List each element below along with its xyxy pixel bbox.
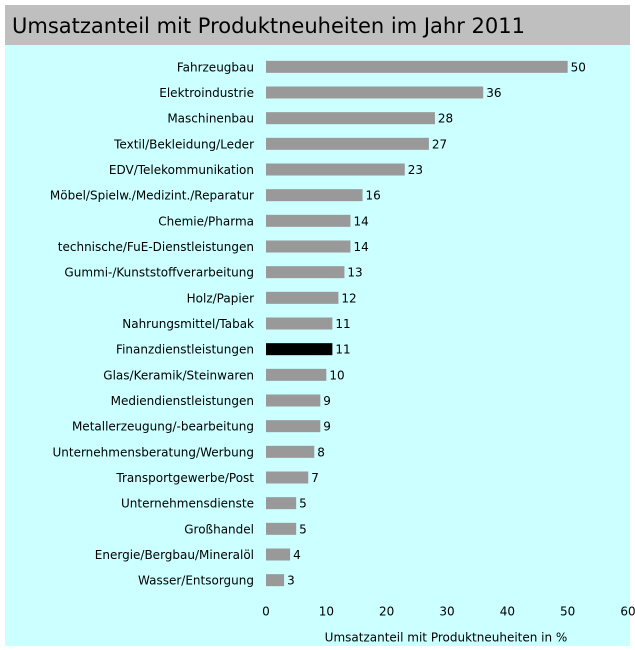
bar — [266, 163, 405, 176]
y-tick-label: Transportgewerbe/Post — [115, 471, 254, 485]
y-tick-label: Elektroindustrie — [159, 86, 254, 100]
y-tick-label: Holz/Papier — [187, 291, 254, 305]
bar — [266, 497, 297, 510]
y-tick-label: Gummi-/Kunststoffverarbeitung — [64, 266, 254, 280]
y-tick-label: Finanzdienstleistungen — [116, 343, 254, 357]
value-label: 9 — [323, 394, 331, 408]
x-tick-label: 30 — [439, 605, 454, 619]
y-tick-label: Unternehmensdienste — [121, 497, 254, 511]
value-label: 4 — [293, 548, 301, 562]
x-tick-label: 60 — [620, 605, 635, 619]
y-tick-label: Energie/Bergbau/Mineralöl — [95, 548, 254, 562]
bar — [266, 548, 291, 561]
value-label: 27 — [432, 137, 447, 151]
value-label: 10 — [329, 368, 344, 382]
y-tick-label: Textil/Bekleidung/Leder — [113, 137, 254, 151]
bar — [266, 317, 333, 330]
value-label: 36 — [486, 86, 501, 100]
bar — [266, 420, 321, 433]
bar — [266, 368, 327, 381]
x-tick-label: 10 — [319, 605, 334, 619]
x-tick-label: 40 — [500, 605, 515, 619]
value-label: 5 — [299, 522, 307, 536]
x-tick-label: 0 — [262, 605, 270, 619]
y-tick-label: EDV/Telekommunikation — [109, 163, 254, 177]
y-tick-label: Nahrungsmittel/Tabak — [122, 317, 254, 331]
y-tick-label: Möbel/Spielw./Medizint./Reparatur — [50, 189, 254, 203]
y-tick-label: Glas/Keramik/Steinwaren — [103, 368, 254, 382]
value-label: 28 — [438, 112, 453, 126]
title-bar — [5, 5, 630, 45]
value-label: 11 — [335, 317, 350, 331]
bar — [266, 471, 309, 484]
bar — [266, 214, 351, 227]
value-label: 11 — [335, 343, 350, 357]
chart-title: Umsatzanteil mit Produktneuheiten im Jah… — [12, 14, 525, 38]
value-label: 8 — [317, 445, 325, 459]
y-tick-label: technische/FuE-Dienstleistungen — [58, 240, 254, 254]
value-label: 5 — [299, 497, 307, 511]
bar — [266, 86, 484, 99]
bar — [266, 60, 568, 73]
value-label: 9 — [323, 420, 331, 434]
y-tick-label: Mediendienstleistungen — [111, 394, 254, 408]
bar — [266, 112, 435, 125]
x-tick-label: 20 — [379, 605, 394, 619]
y-tick-label: Wasser/Entsorgung — [138, 574, 254, 588]
bar — [266, 291, 339, 304]
y-tick-label: Maschinenbau — [167, 112, 254, 126]
bar — [266, 394, 321, 407]
value-label: 12 — [341, 291, 356, 305]
value-label: 3 — [287, 574, 295, 588]
y-tick-label: Fahrzeugbau — [177, 60, 254, 74]
value-label: 14 — [353, 214, 368, 228]
value-label: 13 — [347, 266, 362, 280]
value-label: 14 — [353, 240, 368, 254]
value-label: 23 — [408, 163, 423, 177]
bar — [266, 189, 363, 202]
bar — [266, 240, 351, 253]
x-tick-label: 50 — [560, 605, 575, 619]
value-label: 7 — [311, 471, 319, 485]
x-axis-label: Umsatzanteil mit Produktneuheiten in % — [325, 631, 568, 645]
value-label: 50 — [571, 60, 586, 74]
bar — [266, 445, 315, 458]
y-tick-label: Chemie/Pharma — [158, 214, 254, 228]
y-tick-label: Großhandel — [184, 522, 254, 536]
bar — [266, 343, 333, 356]
bar — [266, 137, 429, 150]
y-tick-label: Unternehmensberatung/Werbung — [52, 445, 254, 459]
value-label: 16 — [366, 189, 381, 203]
bar — [266, 522, 297, 535]
y-tick-label: Metallerzeugung/-bearbeitung — [72, 420, 254, 434]
bar — [266, 266, 345, 279]
bar — [266, 574, 285, 587]
